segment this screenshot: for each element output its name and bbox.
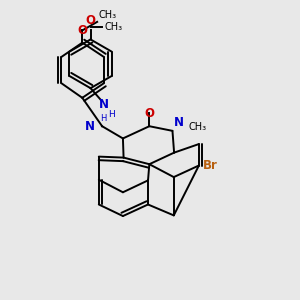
Text: N: N [85, 120, 95, 133]
Text: H: H [108, 110, 115, 119]
Text: N: N [99, 98, 109, 111]
Text: CH₃: CH₃ [189, 122, 207, 132]
Text: O: O [144, 106, 154, 119]
Text: CH₃: CH₃ [104, 22, 123, 32]
Text: N: N [174, 116, 184, 129]
Text: O: O [77, 24, 87, 37]
Text: Br: Br [202, 159, 217, 172]
Text: H: H [100, 114, 106, 123]
Text: O: O [85, 14, 96, 27]
Text: CH₃: CH₃ [99, 11, 117, 20]
